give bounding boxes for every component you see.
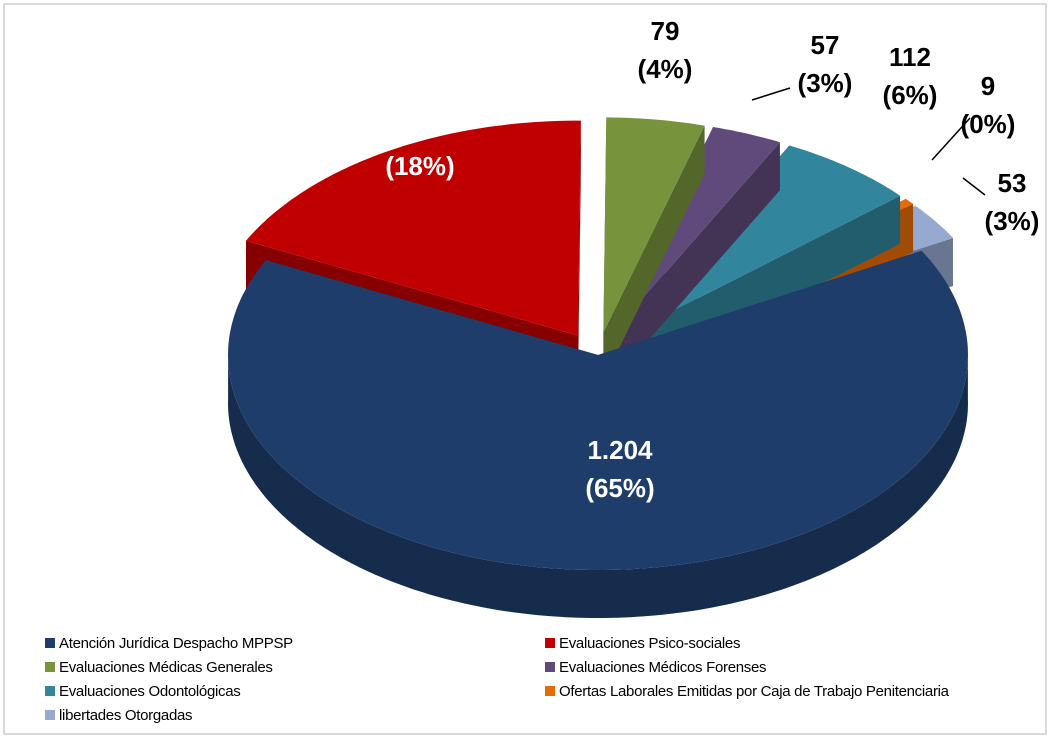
- data-label-value: 1.204: [587, 435, 653, 465]
- legend-swatch: [545, 686, 555, 696]
- legend-swatch: [45, 710, 55, 720]
- legend-label: Evaluaciones Médicas Generales: [59, 659, 273, 676]
- data-label-value: 329: [398, 113, 441, 143]
- data-label-value: 9: [981, 71, 995, 101]
- data-label-percent: (18%): [385, 151, 454, 181]
- legend-swatch: [45, 638, 55, 648]
- data-label-value: 57: [811, 30, 840, 60]
- data-labels: 1.204 (65%) 329 (18%) 79 (4%) 57 (3%) 112 (6%) 9 (0…: [385, 16, 1039, 503]
- slice-cut-face: [603, 125, 705, 381]
- slice: [228, 250, 968, 618]
- slice-top: [246, 120, 581, 336]
- slice-top: [611, 127, 780, 334]
- data-label-percent: (65%): [585, 473, 654, 503]
- slice-top: [603, 117, 705, 333]
- legend-swatch: [45, 686, 55, 696]
- data-label-percent: (6%): [883, 80, 938, 110]
- data-label-percent: (4%): [638, 54, 693, 84]
- legend-label: Atención Jurídica Despacho MPPSP: [59, 635, 293, 652]
- legend-label: Ofertas Laborales Emitidas por Caja de T…: [559, 683, 950, 700]
- pie: [228, 117, 968, 618]
- slice-cut-face: [611, 142, 780, 382]
- legend-label: Evaluaciones Médicos Forenses: [559, 659, 766, 676]
- data-label-value: 79: [651, 16, 680, 46]
- legend-label: libertades Otorgadas: [59, 707, 192, 724]
- slice: [603, 117, 705, 381]
- data-label-value: 112: [889, 42, 931, 72]
- legend-swatch: [545, 638, 555, 648]
- leader-line: [962, 177, 986, 196]
- slice-side: [228, 351, 968, 618]
- data-label-percent: (0%): [961, 109, 1016, 139]
- leader-line: [751, 87, 791, 101]
- legend-swatch: [545, 662, 555, 672]
- leader-line: [931, 117, 971, 161]
- legend-swatch: [45, 662, 55, 672]
- legend-label: Evaluaciones Psico-sociales: [559, 635, 740, 652]
- data-label-percent: (3%): [985, 206, 1040, 236]
- data-label-percent: (3%): [798, 68, 853, 98]
- legend-label: Evaluaciones Odontológicas: [59, 683, 241, 700]
- legend: Atención Jurídica Despacho MPPSP Evaluaci…: [45, 635, 950, 724]
- slice-cut-face: [578, 120, 581, 384]
- slice-top: [228, 250, 968, 571]
- data-label-value: 53: [998, 168, 1027, 198]
